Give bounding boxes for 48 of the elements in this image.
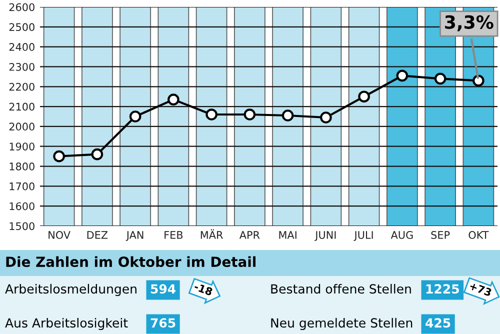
text: +73	[469, 282, 492, 297]
y-tick-label: 2500	[9, 23, 34, 32]
point	[320, 112, 332, 124]
text: 594	[150, 284, 176, 294]
text: Bestand offene Stellen	[271, 284, 411, 294]
x-tick-label: MAI	[279, 231, 296, 239]
x-tick-label: SEP	[431, 231, 450, 239]
y-tick-label: 1600	[10, 202, 34, 210]
point	[91, 148, 104, 160]
x-tick-label: OKT	[468, 231, 489, 239]
y-tick-label: 2200	[9, 82, 34, 91]
point	[168, 94, 180, 106]
point	[206, 108, 218, 120]
y-tick-label: 1900	[10, 142, 34, 150]
x-tick-label: APR	[239, 231, 260, 239]
y-tick-label: 2300	[9, 62, 34, 71]
point	[358, 90, 370, 102]
y-tick-label: 2100	[9, 102, 34, 111]
text: 425	[426, 318, 450, 328]
text: 1225	[426, 284, 459, 294]
y-tick-label: 1700	[10, 182, 34, 190]
y-tick-label: 1800	[10, 162, 34, 170]
x-tick-label: DEZ	[87, 231, 108, 239]
text: Neu gemeldete Stellen	[271, 318, 412, 330]
x-tick-label: MÄR	[200, 229, 223, 239]
y-tick-label: 1500	[10, 222, 34, 230]
point	[434, 72, 446, 85]
point	[129, 110, 142, 122]
x-tick-label: JAN	[126, 231, 144, 241]
x-tick-label: NOV	[48, 231, 70, 239]
y-tick-label: 2400	[9, 43, 34, 51]
point	[282, 110, 294, 122]
x-tick-label: FEB	[164, 231, 183, 239]
point	[244, 108, 256, 120]
text: Arbeitslosmeldungen	[5, 284, 136, 296]
text: Aus Arbeitslosigkeit	[5, 318, 128, 330]
text: 765	[150, 318, 176, 328]
text: Die Zahlen im Oktober im Detail	[6, 256, 256, 268]
x-tick-label: AUG	[390, 231, 413, 239]
y-tick-label: 2000	[9, 122, 34, 131]
y-tick-label: 2600	[9, 3, 34, 12]
point	[396, 70, 408, 82]
text: -18	[194, 282, 213, 296]
x-tick-label: JUNI	[314, 231, 336, 241]
annotation: 3,3%	[445, 15, 494, 32]
point	[472, 74, 484, 87]
point	[53, 150, 65, 162]
x-tick-label: JULI	[354, 231, 373, 241]
